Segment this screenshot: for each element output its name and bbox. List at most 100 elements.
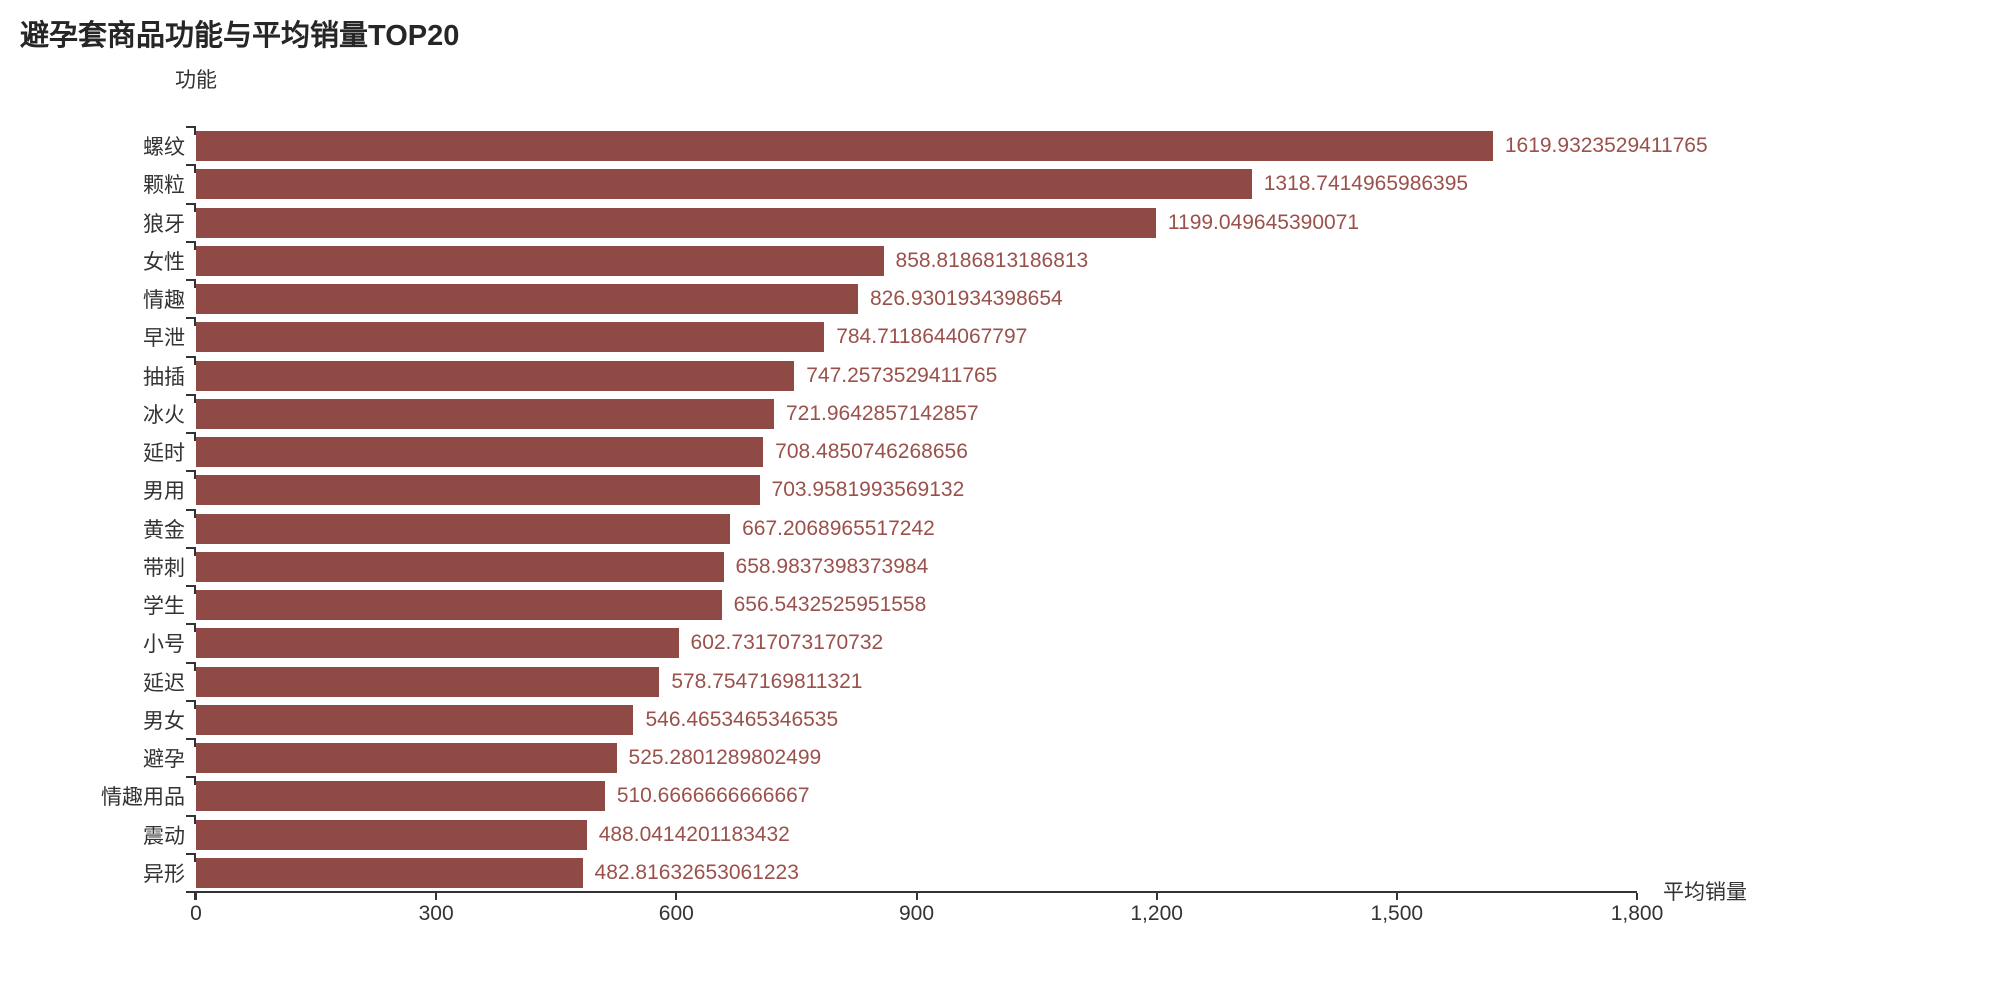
bar-value-label: 482.81632653061223 (594, 860, 799, 884)
x-axis-tick-label: 900 (898, 902, 935, 925)
bar-row: 延迟 578.7547169811321 (143, 663, 1637, 701)
y-axis-tick (186, 202, 196, 212)
x-axis-tick (435, 893, 438, 900)
bar-value-label: 1619.9323529411765 (1504, 134, 1708, 158)
bar-row: 螺纹 1619.9323529411765 (143, 127, 1708, 165)
bar-row: 抽插 747.2573529411765 (143, 357, 1637, 395)
bar-row: 学生 656.5432525951558 (143, 586, 1637, 624)
bar (196, 551, 724, 582)
bar-row: 异形 482.81632653061223 (143, 854, 1637, 892)
bar-category-label: 男用 (143, 480, 185, 504)
bar-row: 黄金 667.2068965517242 (143, 510, 1637, 548)
y-axis-tick (186, 814, 196, 824)
y-axis-tick (186, 317, 196, 327)
bar-value-label: 1318.7414965986395 (1263, 172, 1469, 196)
y-axis-tick (186, 126, 196, 135)
bar-value-label: 510.6666666666667 (616, 784, 810, 808)
bar-value-label: 546.4653465346535 (645, 707, 839, 731)
bar-row: 避孕 525.2801289802499 (143, 739, 1637, 777)
bar-category-label: 冰火 (143, 403, 185, 427)
bar-row: 早泄 784.7118644067797 (143, 318, 1637, 356)
bar-value-label: 703.9581993569132 (771, 478, 965, 502)
y-axis-tick (186, 470, 196, 480)
bar (196, 590, 722, 620)
y-axis-tick (186, 699, 196, 709)
bar-category-label: 情趣 (143, 289, 185, 313)
bar-category-label: 抽插 (143, 365, 185, 389)
y-axis-tick (186, 355, 196, 365)
bar-row: 情趣 826.9301934398654 (143, 280, 1637, 318)
bar-category-label: 黄金 (143, 518, 185, 542)
bar-row: 情趣用品 510.6666666666667 (101, 777, 1637, 815)
bar-row: 冰火 721.9642857142857 (143, 395, 1637, 433)
y-axis-tick (186, 508, 196, 518)
y-axis-tick (186, 661, 196, 671)
bar-value-label: 708.4850746268656 (775, 440, 968, 464)
x-axis-tick-label: 600 (658, 902, 694, 925)
bar (196, 819, 587, 850)
bar-category-label: 异形 (143, 862, 185, 886)
x-axis-tick (1155, 893, 1158, 900)
bar-value-label: 667.2068965517242 (742, 516, 935, 540)
y-axis-tick (186, 164, 196, 174)
y-axis-tick (186, 279, 196, 288)
bar (196, 743, 617, 773)
bar-value-label: 578.7547169811321 (671, 669, 863, 693)
y-axis-tick (186, 852, 196, 862)
x-axis-tick (1395, 893, 1398, 900)
bar-category-label: 学生 (143, 595, 185, 619)
bar (196, 513, 731, 544)
y-axis-tick (186, 240, 196, 250)
y-axis-tick (186, 546, 196, 556)
bar-category-label: 情趣用品 (101, 786, 185, 810)
bar (196, 360, 795, 391)
x-axis-tick (1636, 893, 1638, 900)
bar-value-label: 1199.049645390071 (1167, 210, 1360, 234)
bar-category-label: 男女 (143, 709, 185, 733)
bar (196, 437, 764, 467)
bar (196, 245, 884, 276)
bar-category-label: 小号 (143, 633, 185, 657)
x-axis-title: 平均销量 (1663, 881, 1747, 904)
bar-row: 延时 708.4850746268656 (143, 433, 1637, 471)
bar-row: 小号 602.7317073170732 (143, 624, 1637, 662)
y-axis-tick (186, 432, 196, 441)
bar-row: 震动 488.0414201183432 (143, 816, 1637, 854)
y-axis-tick (186, 585, 196, 594)
bar-row: 女性 858.8186813186813 (143, 242, 1637, 280)
x-axis-tick-label: 1,800 (1610, 902, 1664, 925)
bar (196, 704, 634, 735)
y-axis-tick (186, 623, 196, 633)
bar-value-label: 488.0414201183432 (598, 822, 790, 846)
x-axis-tick-label: 1,500 (1370, 902, 1424, 925)
y-axis-tick (186, 738, 196, 747)
bar (196, 169, 1252, 200)
bar-category-label: 延时 (143, 442, 185, 466)
x-axis-tick (915, 893, 918, 900)
bar-value-label: 658.9837398373984 (735, 554, 929, 578)
bar-category-label: 女性 (143, 250, 185, 274)
bar-category-label: 螺纹 (143, 136, 185, 160)
bar-category-label: 带刺 (143, 556, 185, 580)
plot-area: 螺纹 1619.9323529411765 颗粒 1318.7414965986… (101, 126, 1708, 900)
bar-row: 带刺 658.9837398373984 (143, 548, 1637, 586)
y-axis-tick (186, 393, 196, 403)
bar-category-label: 延迟 (143, 671, 185, 695)
bar (196, 628, 679, 659)
bar-category-label: 狼牙 (143, 212, 185, 236)
bar-value-label: 747.2573529411765 (806, 363, 998, 387)
bar-row: 男女 546.4653465346535 (143, 701, 1637, 739)
bar-value-label: 858.8186813186813 (895, 248, 1089, 272)
bar (196, 666, 660, 697)
bar-value-label: 721.9642857142857 (785, 401, 979, 425)
bar-value-label: 525.2801289802499 (628, 746, 822, 770)
bar-value-label: 826.9301934398654 (870, 287, 1063, 311)
x-axis-tick (195, 893, 197, 900)
bar (196, 475, 760, 506)
bar (196, 322, 825, 353)
bar-category-label: 震动 (143, 824, 185, 848)
bar-row: 颗粒 1318.7414965986395 (143, 165, 1637, 203)
bar-row: 狼牙 1199.049645390071 (143, 204, 1637, 242)
bar-row: 男用 703.9581993569132 (143, 471, 1637, 509)
